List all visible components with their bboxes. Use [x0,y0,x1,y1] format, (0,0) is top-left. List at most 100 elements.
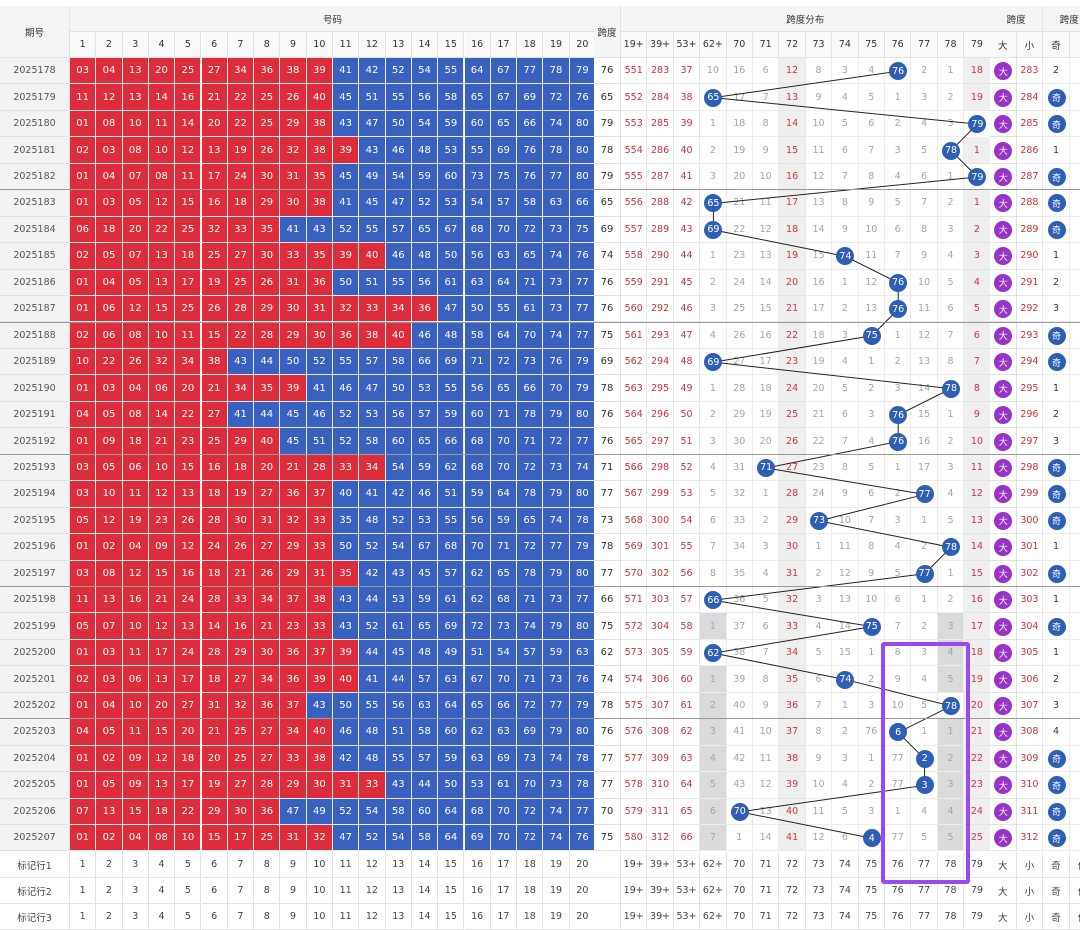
odd-cell: 1 [1043,534,1070,561]
miss-count-cell: 13 [753,243,780,270]
drawn-number: 22 [227,84,255,111]
count-cell: 288 [647,190,674,217]
drawn-number: 44 [359,639,386,667]
drawn-number: 09 [148,534,176,561]
drawn-number: 14 [175,110,202,138]
miss-count-cell: 6 [753,58,780,85]
drawn-number: 45 [359,190,386,217]
drawn-number: 21 [201,84,228,111]
drawn-number: 52 [333,401,360,429]
drawn-number: 25 [175,296,202,323]
drawn-number: 26 [254,560,281,587]
drawn-number: 11 [122,639,149,667]
count-cell: 301 [647,534,674,561]
miss-count-cell: 5 [885,190,912,217]
count-cell: 293 [647,322,674,349]
miss-count-cell: 8 [700,560,727,587]
count-cell: 38 [673,84,701,111]
miss-count-cell: 2 [937,84,965,111]
miss-count-cell: 3 [885,137,912,164]
drawn-number: 73 [543,666,570,693]
drawn-number: 58 [359,428,386,455]
drawn-number: 69 [490,137,518,164]
drawn-number: 46 [333,375,360,402]
drawn-number: 44 [254,401,281,429]
drawn-number: 54 [464,190,491,217]
miss-count-cell: 5 [937,507,965,535]
drawn-number: 57 [359,348,386,376]
count-cell: 296 [647,401,674,429]
miss-count-cell: 9 [753,137,780,164]
drawn-number: 30 [254,163,281,191]
drawn-number: 36 [306,269,333,297]
drawn-number: 18 [96,216,123,244]
drawn-number: 41 [359,666,386,693]
drawn-number: 68 [464,454,491,482]
drawn-number: 32 [227,692,255,720]
span-ball: 77 [915,485,934,504]
miss-count-cell: 1 [885,454,912,482]
miss-count-cell: 15 [832,639,859,667]
drawn-number: 29 [280,534,307,561]
miss-count-cell: 24 [805,481,833,508]
drawn-number: 14 [201,613,228,640]
span-ball: 75 [862,617,881,636]
drawn-number: 39 [306,666,333,693]
drawn-number: 31 [306,560,333,587]
drawn-number: 71 [517,666,544,693]
drawn-number: 20 [148,58,176,85]
count-cell: 53 [673,481,701,508]
miss-count-cell: 9 [858,190,885,217]
miss-count-cell: 29 [726,401,753,429]
miss-count-cell: 31 [726,454,753,482]
drawn-number: 78 [517,481,544,508]
drawn-number: 28 [306,454,333,482]
drawn-number: 78 [517,560,544,587]
miss-count-cell: 18 [753,375,780,402]
miss-count-cell: 4 [937,243,965,270]
group-separator [0,453,1080,455]
drawn-number: 73 [543,454,570,482]
drawn-number: 55 [438,58,465,85]
drawn-number: 05 [96,243,123,270]
even-cell [1069,190,1080,217]
drawn-number: 66 [517,375,544,402]
drawn-number: 73 [543,587,570,614]
miss-count-cell: 24 [726,269,753,297]
count-cell: 557 [621,216,648,244]
drawn-number: 68 [438,534,465,561]
drawn-number: 08 [148,163,176,191]
drawn-number: 47 [385,190,412,217]
miss-count-cell: 16 [805,269,833,297]
count-cell: 55 [673,534,701,561]
count-cell: 568 [621,507,648,535]
miss-count-cell: 5 [832,375,859,402]
drawn-number: 24 [201,534,228,561]
small-miss-cell: 288 [1016,190,1044,217]
drawn-number: 04 [96,692,123,720]
drawn-number: 34 [227,58,255,85]
miss-count-cell: 5 [700,481,727,508]
drawn-number: 32 [280,507,307,535]
miss-count-cell: 7 [885,243,912,270]
miss-count-cell: 21 [779,296,806,323]
drawn-number: 05 [122,269,149,297]
drawn-number: 35 [254,216,281,244]
drawn-number: 72 [543,84,570,111]
count-cell: 306 [647,666,674,693]
small-miss-cell: 296 [1016,401,1044,429]
drawn-number: 15 [201,322,228,349]
span-value: 66 [594,587,621,614]
miss-count-cell: 8 [753,110,780,138]
drawn-number: 45 [385,639,412,667]
odd-ball: 奇 [1047,115,1066,134]
drawn-number: 70 [490,216,518,244]
miss-count-cell: 34 [726,534,753,561]
count-cell: 57 [673,587,701,614]
drawn-number: 40 [333,481,360,508]
miss-count-cell: 8 [753,666,780,693]
miss-count-cell: 10 [700,58,727,85]
miss-count-cell: 18 [779,216,806,244]
drawn-number: 42 [385,481,412,508]
drawn-number: 48 [359,507,386,535]
